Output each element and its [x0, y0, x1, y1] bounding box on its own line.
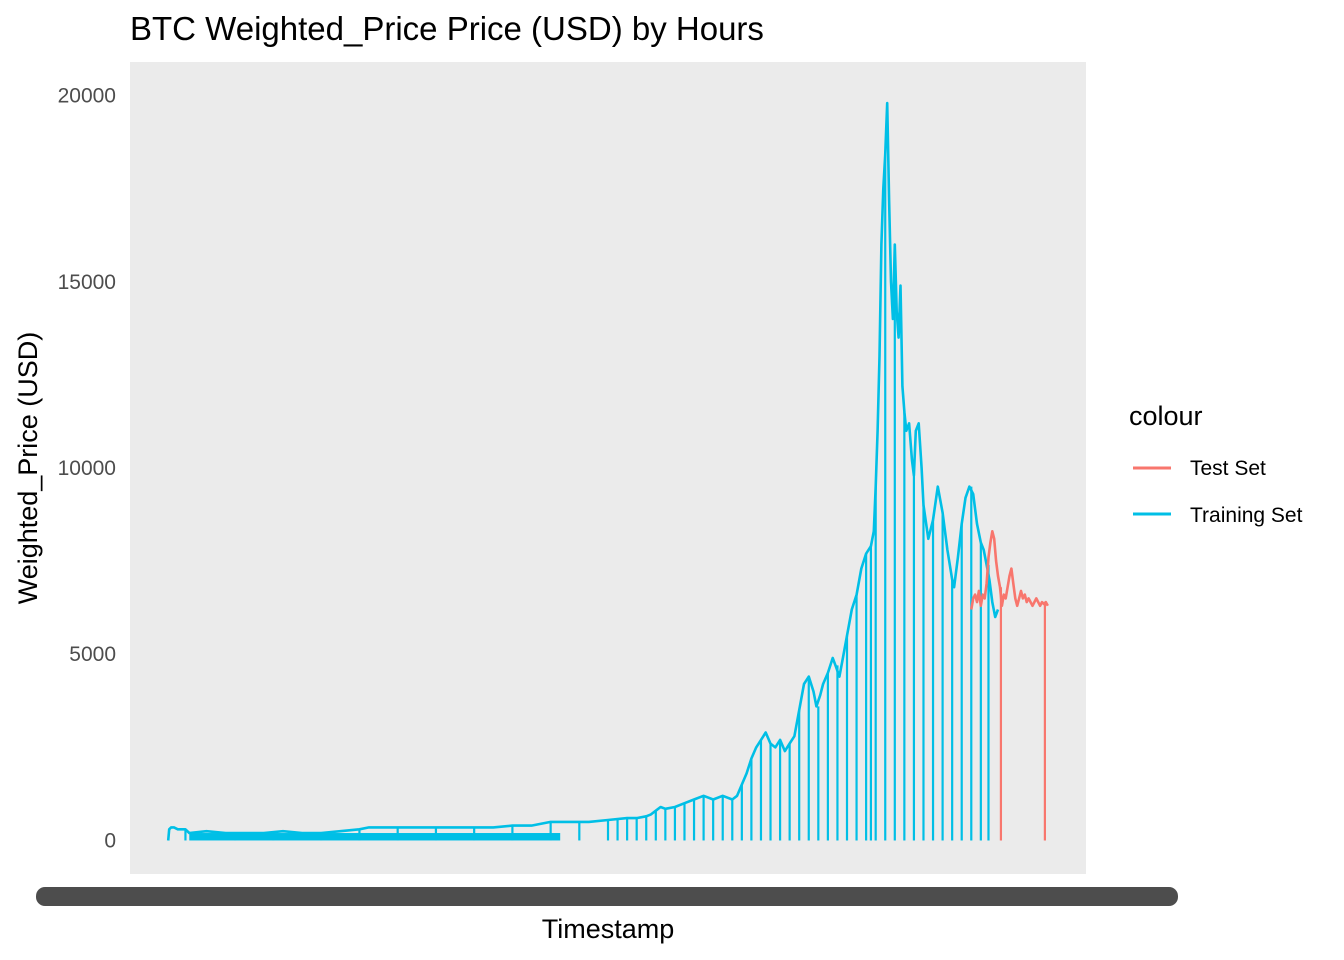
series-line-training-set: [166, 101, 1000, 841]
legend-label-training-set: Training Set: [1190, 504, 1303, 527]
y-tick-label: 20000: [58, 85, 116, 108]
x-axis-title: Timestamp: [542, 914, 675, 944]
legend-label-test-set: Test Set: [1190, 457, 1266, 480]
x-tick-labels-overplotted: [36, 887, 1178, 906]
y-axis-ticks: 0 5000 10000 15000 20000: [58, 85, 116, 853]
y-tick-label: 0: [104, 829, 116, 852]
legend: colour Test Set Training Set: [1129, 401, 1303, 527]
y-tick-label: 5000: [69, 643, 116, 666]
y-tick-label: 15000: [58, 271, 116, 294]
plot-panel: [130, 62, 1086, 874]
y-axis-title: Weighted_Price (USD): [13, 332, 43, 605]
y-tick-label: 10000: [58, 457, 116, 480]
legend-title: colour: [1129, 401, 1203, 431]
series-line-test-set: [970, 530, 1049, 610]
series-band-training-set: [189, 833, 561, 841]
chart-title: BTC Weighted_Price Price (USD) by Hours: [130, 10, 764, 47]
series-layer: [166, 101, 1049, 841]
